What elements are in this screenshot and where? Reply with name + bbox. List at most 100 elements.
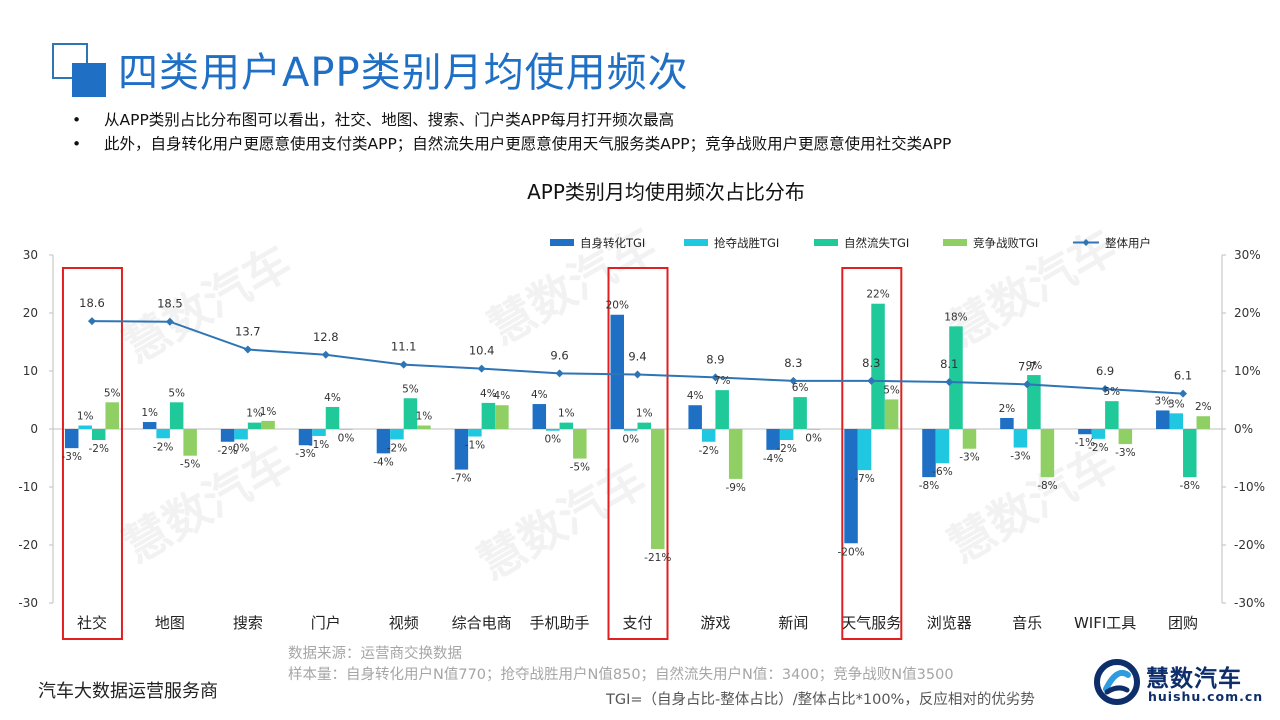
bar-data-label: -8%: [919, 480, 939, 492]
title-decoration-fill: [72, 63, 106, 97]
x-tick-label: 团购: [1168, 614, 1198, 632]
bar: [610, 314, 624, 429]
bar: [1040, 429, 1055, 478]
line-data-label: 9.6: [550, 348, 568, 362]
bar: [339, 429, 353, 430]
bar-data-label: 5%: [883, 384, 900, 396]
bar-data-label: -3%: [295, 448, 315, 460]
bar-data-label: 5%: [104, 387, 121, 399]
line-point-marker: [633, 370, 642, 379]
bar-data-label: -2%: [776, 443, 796, 455]
bar-data-label: 4%: [687, 390, 704, 402]
bullet-text: 此外，自身转化用户更愿意使用支付类APP；自然流失用户更愿意使用天气服务类APP…: [104, 135, 952, 153]
bar-data-label: -9%: [725, 482, 745, 494]
bar-data-label: 1%: [416, 411, 433, 423]
bar-data-label: 3%: [1154, 395, 1171, 407]
line-data-label: 8.9: [706, 352, 724, 366]
bar-data-label: 1%: [558, 408, 575, 420]
tgi-formula-note: TGI=（自身占比-整体占比）/整体占比*100%，反应相对的优劣势: [606, 692, 1035, 708]
bullet-dot: •: [72, 111, 82, 129]
bar: [573, 429, 587, 459]
left-tick-label: -10: [18, 480, 38, 494]
title-decoration-outline: [52, 43, 88, 79]
line-point-marker: [945, 378, 954, 387]
bar: [922, 429, 936, 478]
bar: [156, 429, 170, 439]
bullet-item: • 从APP类别占比分布图可以看出，社交、地图、搜索、门户类APP每月打开频次最高: [72, 108, 951, 132]
source-note: 数据来源：运营商交换数据 样本量：自身转化用户N值770；抢夺战胜用户N值850…: [288, 644, 954, 686]
bar: [1078, 429, 1092, 435]
x-tick-label: 天气服务: [841, 614, 901, 632]
bar-data-label: 22%: [866, 289, 889, 301]
highlight-box: [607, 267, 669, 640]
line-point-marker: [87, 317, 96, 326]
line-point-marker: [321, 350, 330, 359]
bar-data-label: -8%: [1180, 480, 1200, 492]
logo-url: huishu.com.cn: [1148, 689, 1264, 704]
line-point-marker: [243, 345, 252, 354]
bar-data-label: -2%: [217, 445, 237, 457]
bar-data-label: 4%: [480, 388, 497, 400]
line-point-marker: [1101, 384, 1110, 393]
bar-data-label: -3%: [1115, 447, 1135, 459]
bar: [546, 429, 560, 431]
right-tick-label: 20%: [1234, 306, 1261, 320]
bar-data-label: -2%: [698, 445, 718, 457]
bar: [142, 422, 157, 429]
line-point-marker: [399, 360, 408, 369]
x-tick-label: 搜索: [233, 614, 263, 632]
bar: [949, 326, 963, 429]
bar-data-label: 2%: [1195, 401, 1212, 413]
bar: [688, 405, 702, 429]
legend-label: 整体用户: [1105, 236, 1151, 250]
right-tick-label: -30%: [1234, 596, 1265, 610]
bar: [715, 390, 729, 429]
bar-data-label: -4%: [373, 456, 393, 468]
bar: [806, 429, 821, 430]
bar: [701, 429, 716, 442]
bar: [1105, 401, 1119, 429]
line-point-marker: [555, 369, 564, 378]
legend-label: 抢夺战胜TGI: [714, 236, 779, 250]
bar-data-label: 0%: [805, 433, 822, 445]
bar-data-label: -7%: [451, 473, 471, 485]
x-tick-label: 地图: [155, 614, 185, 632]
bullet-list: • 从APP类别占比分布图可以看出，社交、地图、搜索、门户类APP每月打开频次最高…: [72, 108, 951, 156]
bar: [312, 429, 326, 436]
bar: [1091, 429, 1106, 439]
line-data-label: 13.7: [235, 325, 261, 339]
sample-size-text: 样本量：自身转化用户N值770；抢夺战胜用户N值850；自然流失用户N值：340…: [288, 667, 954, 683]
bar: [793, 397, 807, 429]
bar-data-label: -2%: [153, 441, 173, 453]
bullet-item: • 此外，自身转化用户更愿意使用支付类APP；自然流失用户更愿意使用天气服务类AP…: [72, 132, 951, 156]
bar: [403, 398, 418, 429]
bar-data-label: -7%: [854, 473, 874, 485]
bar: [871, 303, 885, 429]
bar-data-label: 5%: [1104, 386, 1121, 398]
line-data-label: 8.3: [862, 356, 880, 370]
bar-data-label: 5%: [402, 383, 419, 395]
line-point-marker: [1023, 380, 1032, 389]
bar: [64, 429, 79, 449]
right-tick-label: 0%: [1234, 422, 1253, 436]
bar-data-label: 18%: [944, 311, 967, 323]
x-tick-label: 音乐: [1012, 614, 1042, 632]
left-tick-label: -20: [18, 538, 38, 552]
watermark-text: 慧数汽车: [469, 452, 655, 591]
bar-data-label: -3%: [959, 452, 979, 464]
line-data-label: 12.8: [313, 330, 339, 344]
bar-data-label: 1%: [77, 411, 94, 423]
brand-logo: 慧数汽车 huishu.com.cn: [1094, 657, 1262, 707]
bar-data-label: -2%: [88, 443, 108, 455]
bar: [857, 429, 872, 471]
line-data-label: 7.7: [1018, 359, 1036, 373]
bar-data-label: -20%: [837, 546, 864, 558]
x-tick-label: 游戏: [700, 614, 730, 632]
highlight-box: [841, 267, 903, 640]
bar-data-label: -1%: [309, 439, 329, 451]
bar: [1169, 413, 1184, 429]
bar-data-label: -8%: [1037, 480, 1057, 492]
line-point-marker: [477, 364, 486, 373]
bullet-text: 从APP类别占比分布图可以看出，社交、地图、搜索、门户类APP每月打开频次最高: [104, 111, 675, 129]
